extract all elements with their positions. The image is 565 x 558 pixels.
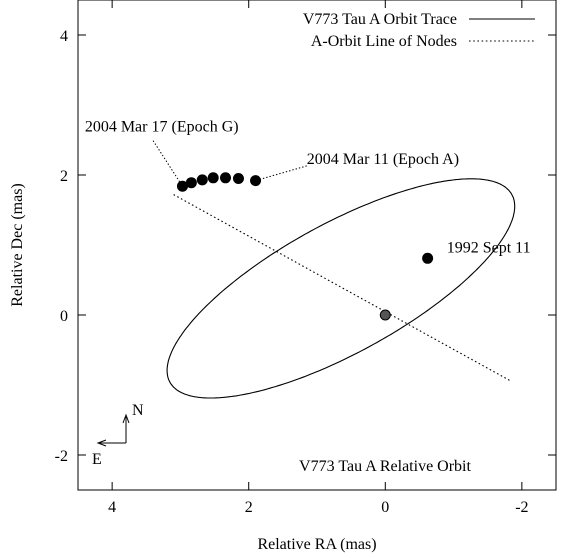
observation-point: [422, 252, 434, 264]
east-label: E: [92, 451, 102, 468]
chart-title: V773 Tau A Relative Orbit: [299, 458, 471, 475]
x-tick-label: 0: [381, 499, 389, 516]
x-axis-label: Relative RA (mas): [257, 536, 376, 553]
observation-point: [219, 172, 231, 184]
annotation-label: 2004 Mar 11 (Epoch A): [307, 151, 459, 168]
observation-point: [207, 172, 219, 184]
annotation-leader: [255, 165, 307, 182]
observation-point: [232, 173, 244, 184]
annotation-label: 1992 Sept 11: [447, 240, 531, 257]
observation-point: [250, 175, 262, 187]
line-of-nodes: [173, 194, 512, 382]
y-tick-label: 0: [60, 308, 68, 325]
east-arrow-head: [96, 439, 107, 447]
observation-point: [176, 180, 188, 192]
primary-star: [379, 309, 391, 321]
north-label: N: [132, 402, 144, 419]
y-tick-label: 2: [60, 168, 68, 185]
x-tick-label: -2: [515, 499, 528, 516]
north-arrow-head: [122, 413, 130, 424]
orbit-trace: [166, 178, 516, 399]
x-tick-label: 4: [108, 499, 116, 516]
annotation-label: 2004 Mar 17 (Epoch G): [85, 119, 239, 136]
legend-label: A-Orbit Line of Nodes: [311, 33, 457, 50]
plot-frame: [77, 0, 557, 491]
annotation-leader: [152, 140, 183, 187]
x-tick-label: 2: [245, 499, 253, 516]
y-tick-label: 4: [60, 28, 68, 45]
legend-label: V773 Tau A Orbit Trace: [303, 11, 457, 28]
observation-point: [185, 177, 197, 189]
observation-point: [196, 174, 208, 186]
y-tick-label: -2: [55, 448, 68, 465]
y-axis-label: Relative Dec (mas): [9, 183, 26, 307]
